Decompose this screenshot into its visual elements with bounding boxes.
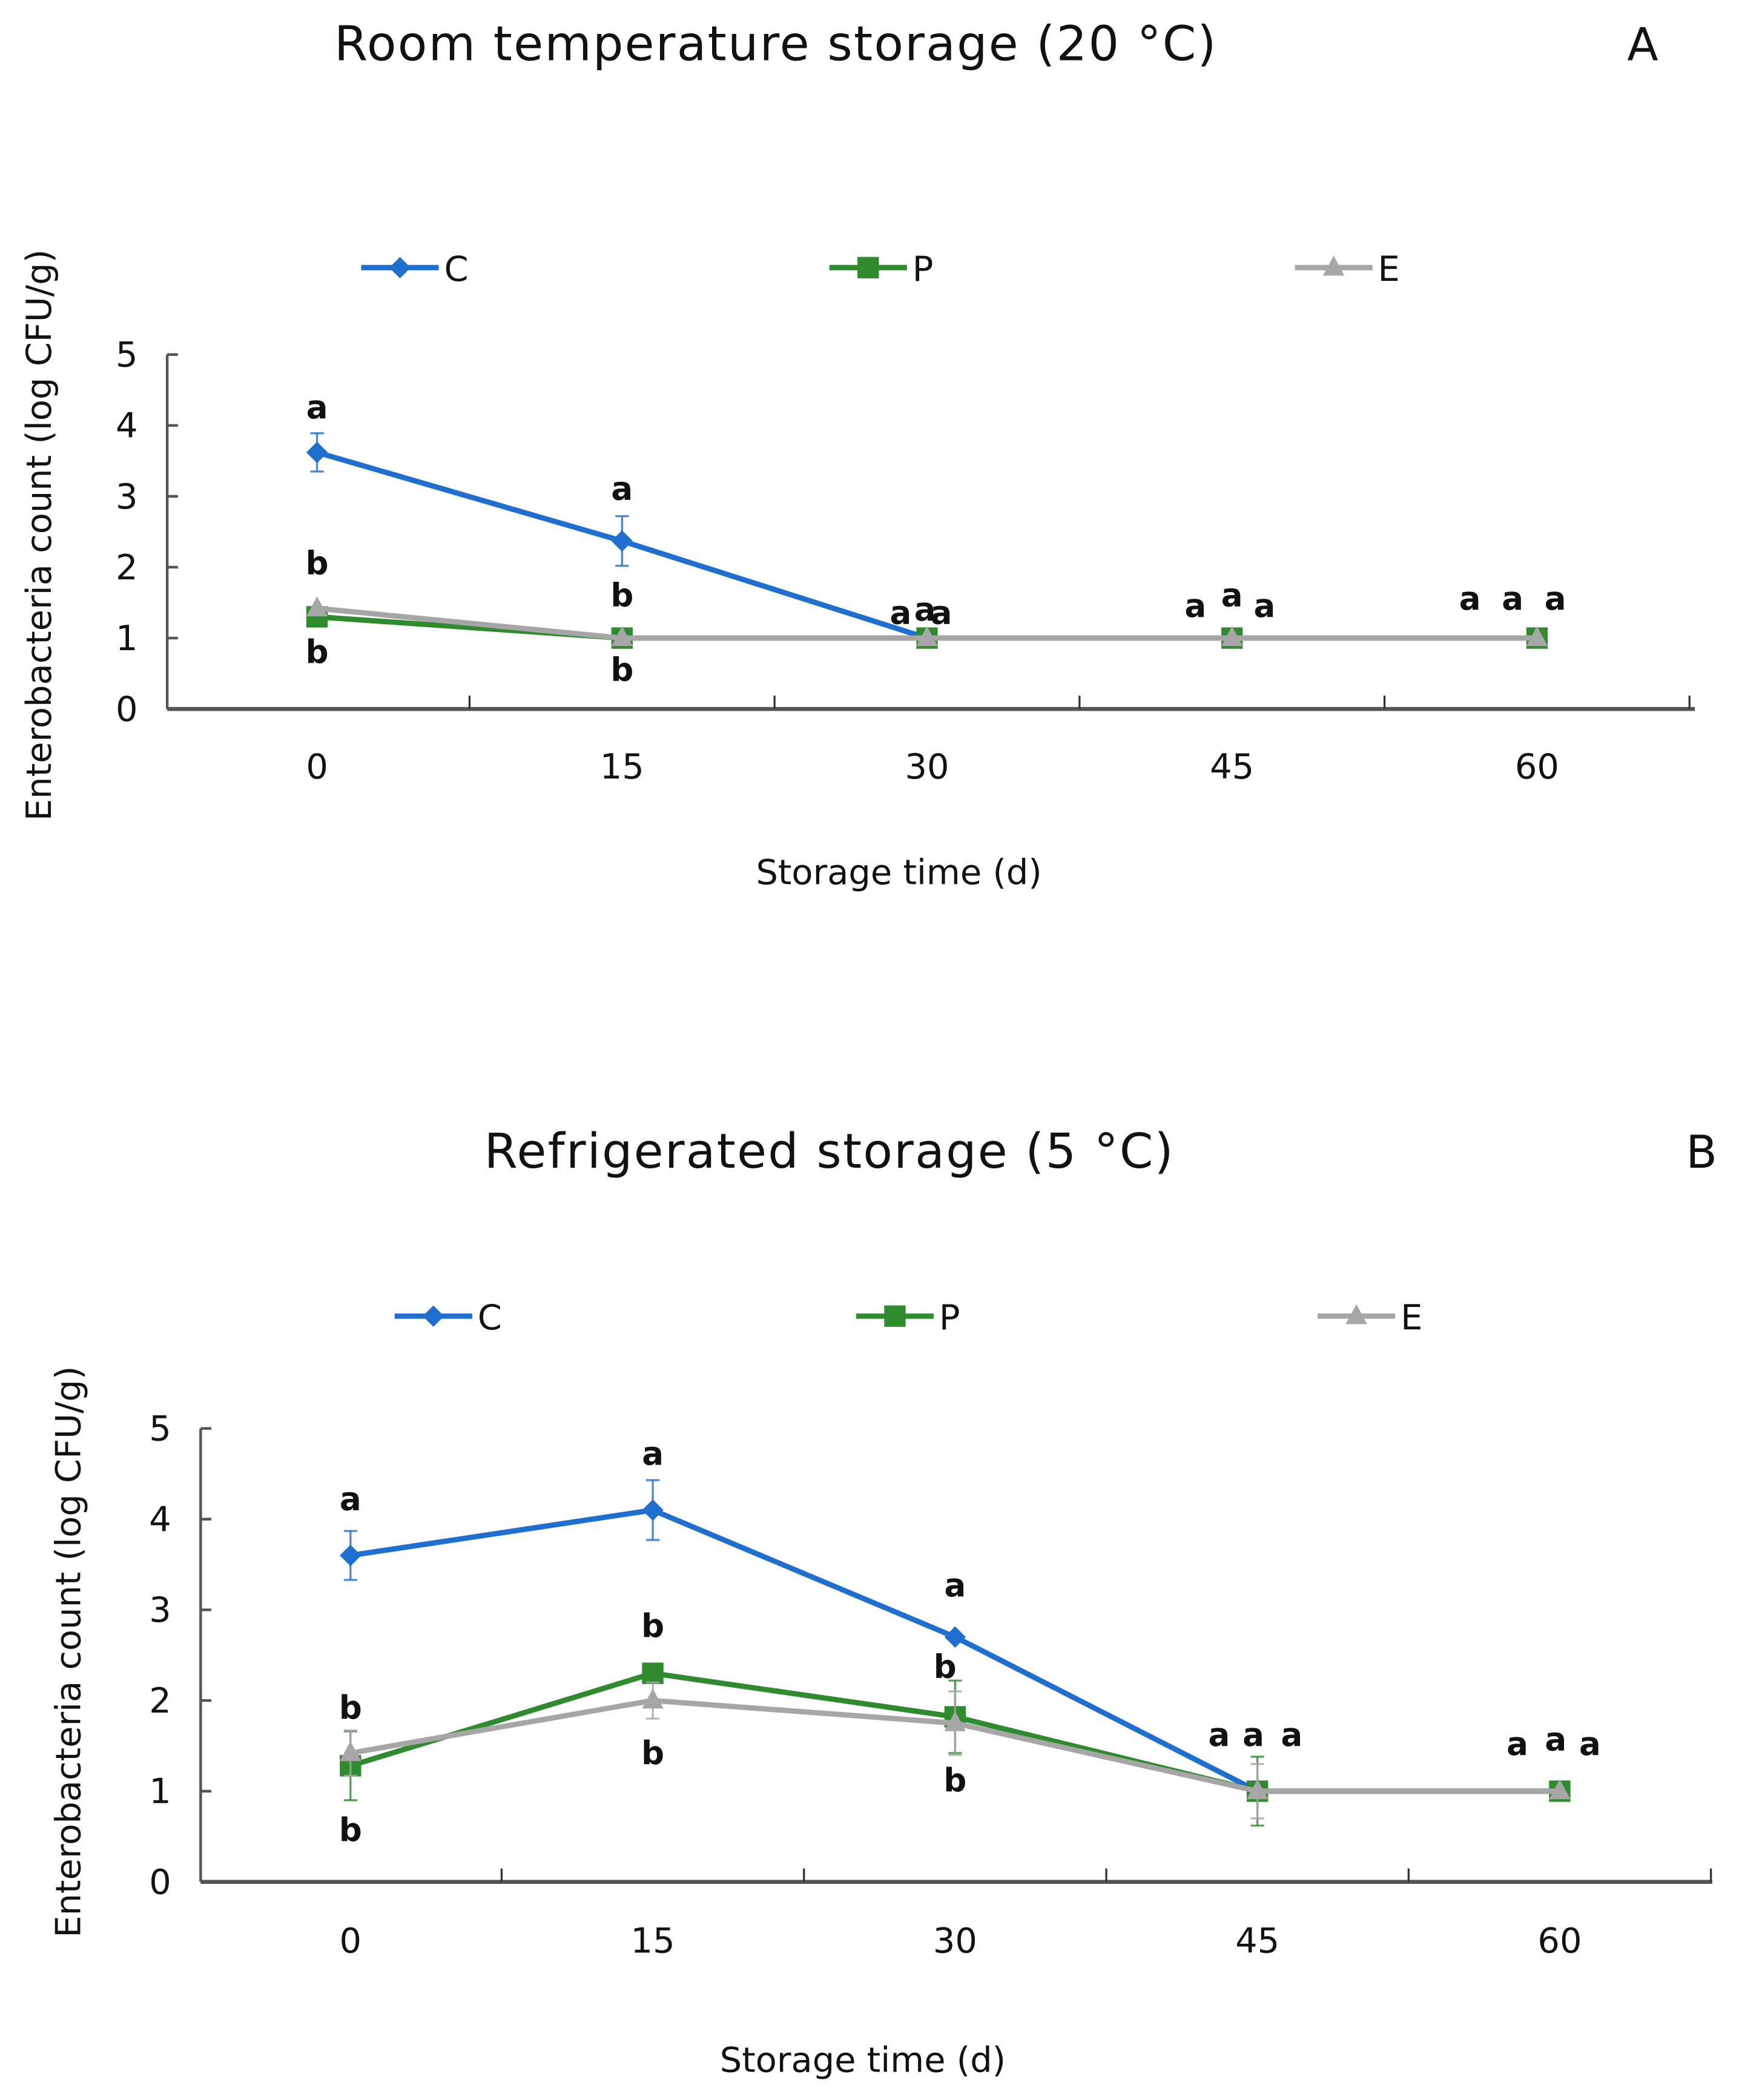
significance-letter: a <box>1502 580 1523 617</box>
significance-letter: a <box>1184 587 1206 625</box>
y-tick-label: 1 <box>149 1771 171 1812</box>
significance-letter: a <box>340 1481 361 1518</box>
chart-refrigerated: Refrigerated storage (5 °C) B Storage ti… <box>48 1123 1717 2080</box>
data-point <box>944 1626 966 1648</box>
x-tick-label: 60 <box>1537 1921 1582 1961</box>
legend-label: E <box>1378 249 1400 289</box>
series-e <box>340 1681 1571 1820</box>
triangle-icon <box>1345 1304 1367 1325</box>
y-tick-label: 1 <box>116 618 138 659</box>
data-point <box>1526 626 1548 647</box>
significance-letter: a <box>1459 580 1481 617</box>
square-icon <box>857 257 879 278</box>
y-tick-label: 0 <box>116 689 138 729</box>
significance-letter: b <box>641 1734 664 1772</box>
legend-item-p: P <box>856 1297 960 1338</box>
x-tick-label: 0 <box>306 746 328 787</box>
x-tick-label: 45 <box>1235 1921 1279 1961</box>
significance-letter: b <box>934 1648 957 1686</box>
legend-label: C <box>444 249 468 289</box>
data-point <box>340 1741 361 1762</box>
x-tick-label: 30 <box>933 1921 977 1961</box>
y-tick-label: 5 <box>149 1409 171 1449</box>
data-point <box>1549 1779 1571 1800</box>
significance-letter: a <box>945 1567 966 1604</box>
x-tick-label: 60 <box>1515 746 1559 787</box>
data-point <box>340 1544 361 1567</box>
legend-label: P <box>939 1297 960 1338</box>
x-tick-label: 0 <box>340 1921 362 1961</box>
significance-letter: a <box>914 591 936 628</box>
significance-letter: a <box>1579 1725 1601 1763</box>
data-point <box>944 1711 966 1731</box>
y-tick-label: 4 <box>116 406 138 446</box>
y-axis-label: Enterobacteria count (log CFU/g) <box>48 1366 89 1938</box>
significance-letter: a <box>1545 1720 1566 1758</box>
significance-letter: b <box>610 651 633 688</box>
y-tick-label: 0 <box>149 1862 171 1903</box>
panel-label: B <box>1686 1125 1717 1179</box>
legend-label: E <box>1401 1297 1422 1338</box>
legend-item-c: C <box>394 1297 502 1338</box>
y-tick-label: 2 <box>149 1680 171 1721</box>
legend-label: P <box>912 249 934 289</box>
x-axis-label: Storage time (d) <box>720 2039 1006 2080</box>
data-point <box>306 441 328 463</box>
diamond-icon <box>389 257 411 278</box>
y-tick-label: 3 <box>149 1590 171 1630</box>
significance-letter: a <box>1545 580 1566 617</box>
significance-letter: a <box>1242 1716 1264 1754</box>
chart-room-temperature: Room temperature storage (20 °C) A Stora… <box>19 16 1695 893</box>
data-point <box>1247 1779 1269 1800</box>
y-tick-label: 3 <box>116 476 138 517</box>
y-tick-label: 2 <box>116 547 138 588</box>
x-tick-label: 15 <box>631 1921 675 1961</box>
legend-item-p: P <box>829 249 934 289</box>
square-icon <box>884 1305 906 1327</box>
legend-item-e: E <box>1295 249 1400 289</box>
data-point <box>1221 626 1243 647</box>
y-tick-label: 5 <box>116 335 138 375</box>
series-e <box>306 596 1548 647</box>
y-tick-label: 4 <box>149 1499 171 1539</box>
significance-letter: b <box>641 1607 664 1645</box>
significance-letter: b <box>339 1689 362 1726</box>
significance-letter: a <box>1506 1725 1528 1763</box>
panel-label: A <box>1627 18 1658 71</box>
significance-letter: b <box>306 633 329 671</box>
data-point <box>642 1499 664 1521</box>
significance-letter: a <box>1221 576 1243 614</box>
data-point <box>642 1662 664 1684</box>
x-tick-label: 45 <box>1210 746 1254 787</box>
diamond-icon <box>423 1305 444 1327</box>
significance-letter: b <box>610 576 633 614</box>
significance-letter: a <box>306 389 328 426</box>
y-axis-label: Enterobacteria count (log CFU/g) <box>19 249 59 821</box>
significance-letter: b <box>339 1811 362 1849</box>
legend-item-c: C <box>361 249 469 289</box>
triangle-icon <box>1322 255 1345 276</box>
significance-letter: a <box>1209 1716 1230 1754</box>
data-point <box>642 1688 664 1709</box>
x-tick-label: 30 <box>905 746 949 787</box>
chart-title: Refrigerated storage (5 °C) <box>484 1123 1175 1179</box>
chart-title: Room temperature storage (20 °C) <box>334 16 1218 72</box>
data-point <box>306 596 328 617</box>
significance-letter: a <box>931 594 952 632</box>
data-point <box>611 530 633 552</box>
significance-letter: a <box>642 1435 664 1473</box>
significance-letter: b <box>306 545 329 582</box>
x-axis-label: Storage time (d) <box>756 852 1041 893</box>
significance-letter: a <box>1254 587 1276 625</box>
x-tick-label: 15 <box>600 746 644 787</box>
significance-letter: a <box>1281 1716 1302 1754</box>
significance-letter: a <box>611 470 633 508</box>
significance-letter: a <box>889 594 911 632</box>
legend-item-e: E <box>1318 1297 1422 1338</box>
data-point <box>916 626 938 647</box>
legend-label: C <box>478 1297 502 1338</box>
data-point <box>611 626 633 647</box>
significance-letter: b <box>943 1762 966 1799</box>
